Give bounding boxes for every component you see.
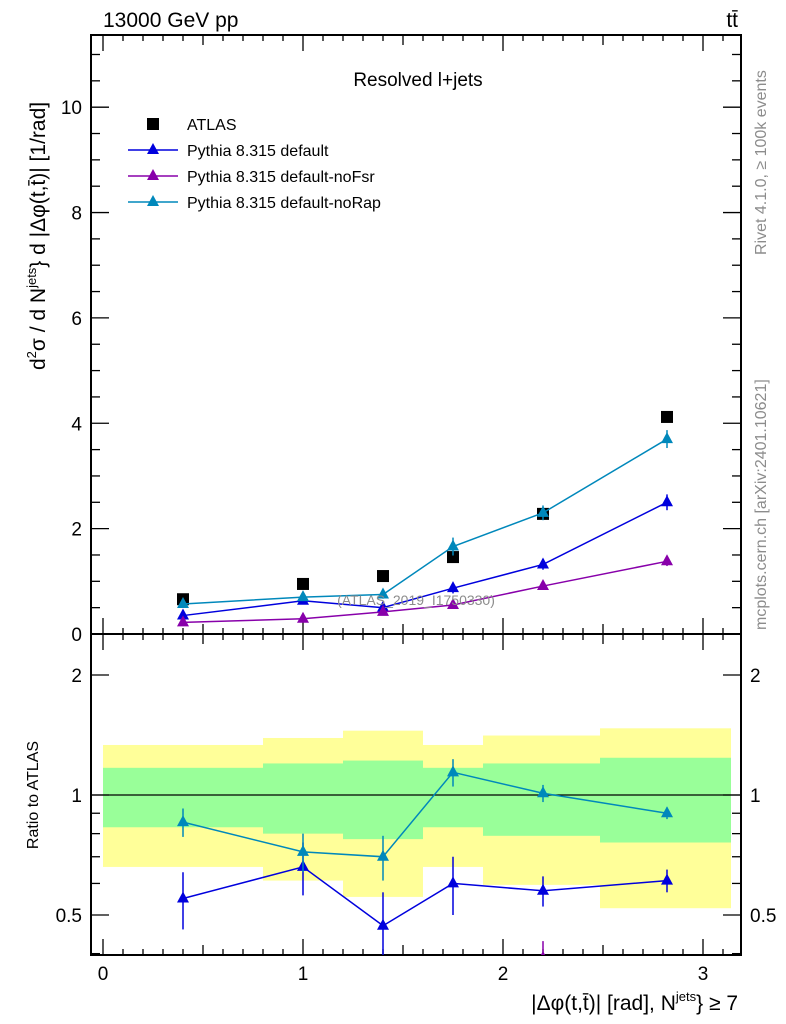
data-point: [377, 587, 389, 599]
ratio-point: [377, 849, 389, 861]
rivet-label: Rivet 4.1.0, ≥ 100k events: [753, 70, 770, 255]
band-inner-bin: [343, 760, 423, 840]
ratio-point: [540, 951, 546, 955]
ratio-point: [447, 876, 459, 888]
ratio-point: [177, 815, 189, 827]
y-tick-label: 8: [71, 204, 82, 225]
band-inner-bin: [600, 757, 731, 843]
legend-label: ATLAS: [187, 117, 237, 134]
ratio-y-label: Ratio to ATLAS: [25, 741, 42, 849]
legend-label: Pythia 8.315 default-noRap: [187, 195, 381, 212]
ratio-point: [297, 844, 309, 856]
mcplots-label: mcplots.cern.ch [arXiv:2401.10621]: [753, 379, 770, 630]
x-axis-label: |Δφ(t,t̄)| [rad], Njets} ≥ 7: [531, 989, 738, 1015]
x-tick-label: 1: [298, 964, 309, 985]
data-point: [177, 608, 189, 620]
y-tick-label: 10: [61, 98, 82, 119]
legend: ATLAS Pythia 8.315 default Pythia 8.315 de…: [128, 117, 381, 212]
ratio-line: [182, 866, 668, 927]
y-axis-label: d2σ / d Njets} d |Δφ(t,t̄)| [1/rad]: [24, 102, 50, 370]
data-point: [177, 615, 189, 627]
chart-title: Resolved l+jets: [353, 70, 482, 91]
data-point: [447, 598, 459, 610]
series-pythia-8-315-default: [177, 494, 673, 620]
ratio-point: [447, 765, 459, 777]
atlas-data-point: [447, 551, 459, 564]
atlas-data-point: [297, 577, 309, 590]
ratio-point: [177, 891, 189, 903]
ratio-point: [661, 806, 673, 818]
data-point: [297, 611, 309, 623]
ratio-y-tick-label-right: 0.5: [750, 906, 776, 927]
data-point: [447, 539, 459, 551]
data-point: [377, 604, 389, 616]
band-inner-bin: [263, 763, 343, 834]
data-point: [537, 557, 549, 569]
data-point: [177, 596, 189, 608]
ratio-y-tick-label-right: 1: [750, 786, 761, 807]
legend-marker-square: [147, 118, 159, 130]
ratio-point: [377, 918, 389, 930]
series-line: [182, 438, 668, 605]
ratio-plot: 0 1 2 3 0.5 0.5 1 1 2 2: [56, 633, 776, 985]
ratio-point: [537, 786, 549, 798]
data-point: [661, 432, 673, 444]
legend-marker-triangle: [147, 195, 159, 206]
analysis-watermark: (ATLAS_2019_I1750330): [337, 592, 495, 608]
legend-marker-triangle: [147, 169, 159, 180]
atlas-data-point: [377, 570, 389, 583]
y-tick-label: 6: [71, 309, 82, 330]
data-point: [297, 590, 309, 602]
y-tick-label: 2: [71, 520, 82, 541]
data-point: [661, 495, 673, 507]
y-tick-label: 0: [71, 625, 82, 646]
atlas-data-point: [661, 410, 673, 423]
data-point: [447, 581, 459, 593]
legend-marker-triangle: [147, 143, 159, 154]
series-pythia-8-315-default-norap: [177, 430, 673, 608]
header-right: tt̄: [726, 9, 738, 32]
data-point: [537, 505, 549, 517]
x-tick-label: 3: [698, 964, 709, 985]
ratio-y-tick-label: 2: [71, 666, 82, 687]
ratio-series-pythia-8-315-default: [177, 842, 673, 955]
series-line: [182, 501, 668, 617]
legend-label: Pythia 8.315 default-noFsr: [187, 169, 375, 186]
ratio-y-tick-label: 1: [71, 786, 82, 807]
ratio-series-pythia-8-315-default-nofsr: [540, 941, 546, 955]
series-pythia-8-315-default-nofsr: [177, 554, 673, 627]
x-tick-label: 2: [498, 964, 509, 985]
ratio-y-tick-label-right: 2: [750, 666, 761, 687]
ratio-point: [537, 883, 549, 895]
series-line: [182, 560, 668, 624]
ratio-point: [661, 873, 673, 885]
ratio-line: [182, 771, 668, 858]
data-point: [661, 554, 673, 566]
main-plot: 0 2 4 6 8 10: [61, 34, 742, 955]
data-point: [537, 579, 549, 591]
x-tick-label: 0: [98, 964, 109, 985]
ratio-y-tick-label: 0.5: [56, 906, 82, 927]
header-left: 13000 GeV pp: [103, 9, 238, 32]
ratio-series-pythia-8-315-default-norap: [177, 759, 673, 881]
y-tick-label: 4: [71, 414, 82, 435]
legend-label: Pythia 8.315 default: [187, 143, 329, 160]
series-atlas: [177, 410, 673, 606]
